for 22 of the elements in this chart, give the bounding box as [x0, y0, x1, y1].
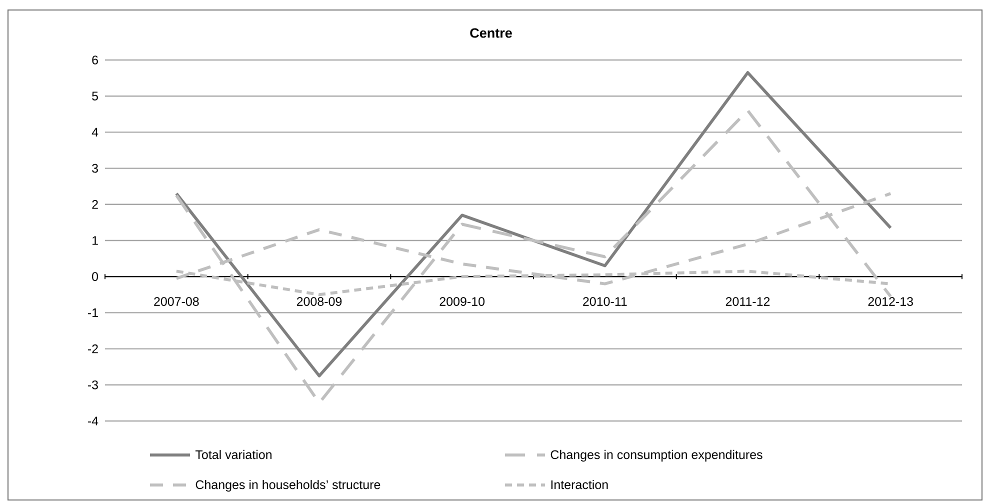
y-tick-label: -1 [88, 308, 98, 317]
y-tick-label: -3 [88, 380, 98, 390]
y-tick-label: 0 [92, 272, 98, 282]
x-tick-label: 2011-12 [726, 297, 770, 306]
legend-label: Changes in consumption expenditures [550, 450, 762, 462]
y-tick-label: -2 [88, 344, 98, 354]
y-tick-label: 4 [92, 128, 98, 136]
chart-title: Centre [470, 28, 512, 38]
y-tick-label: 2 [92, 200, 98, 209]
y-tick-label: -4 [88, 416, 98, 426]
y-tick-label: 3 [92, 164, 98, 173]
x-tick-label: 2010-11 [583, 297, 627, 306]
legend-label: Changes in households’ structure [196, 480, 380, 492]
y-tick-label: 1 [92, 236, 98, 245]
x-tick-label: 2009-10 [440, 297, 485, 306]
x-tick-label: 2008-09 [296, 297, 342, 306]
y-tick-label: 5 [92, 92, 98, 100]
x-tick-label: 2012-13 [868, 297, 913, 306]
y-tick-label: 6 [92, 56, 98, 64]
legend-label: Total variation [195, 450, 272, 460]
x-tick-label: 2007-08 [154, 297, 199, 306]
legend-label: Interaction [551, 480, 608, 490]
